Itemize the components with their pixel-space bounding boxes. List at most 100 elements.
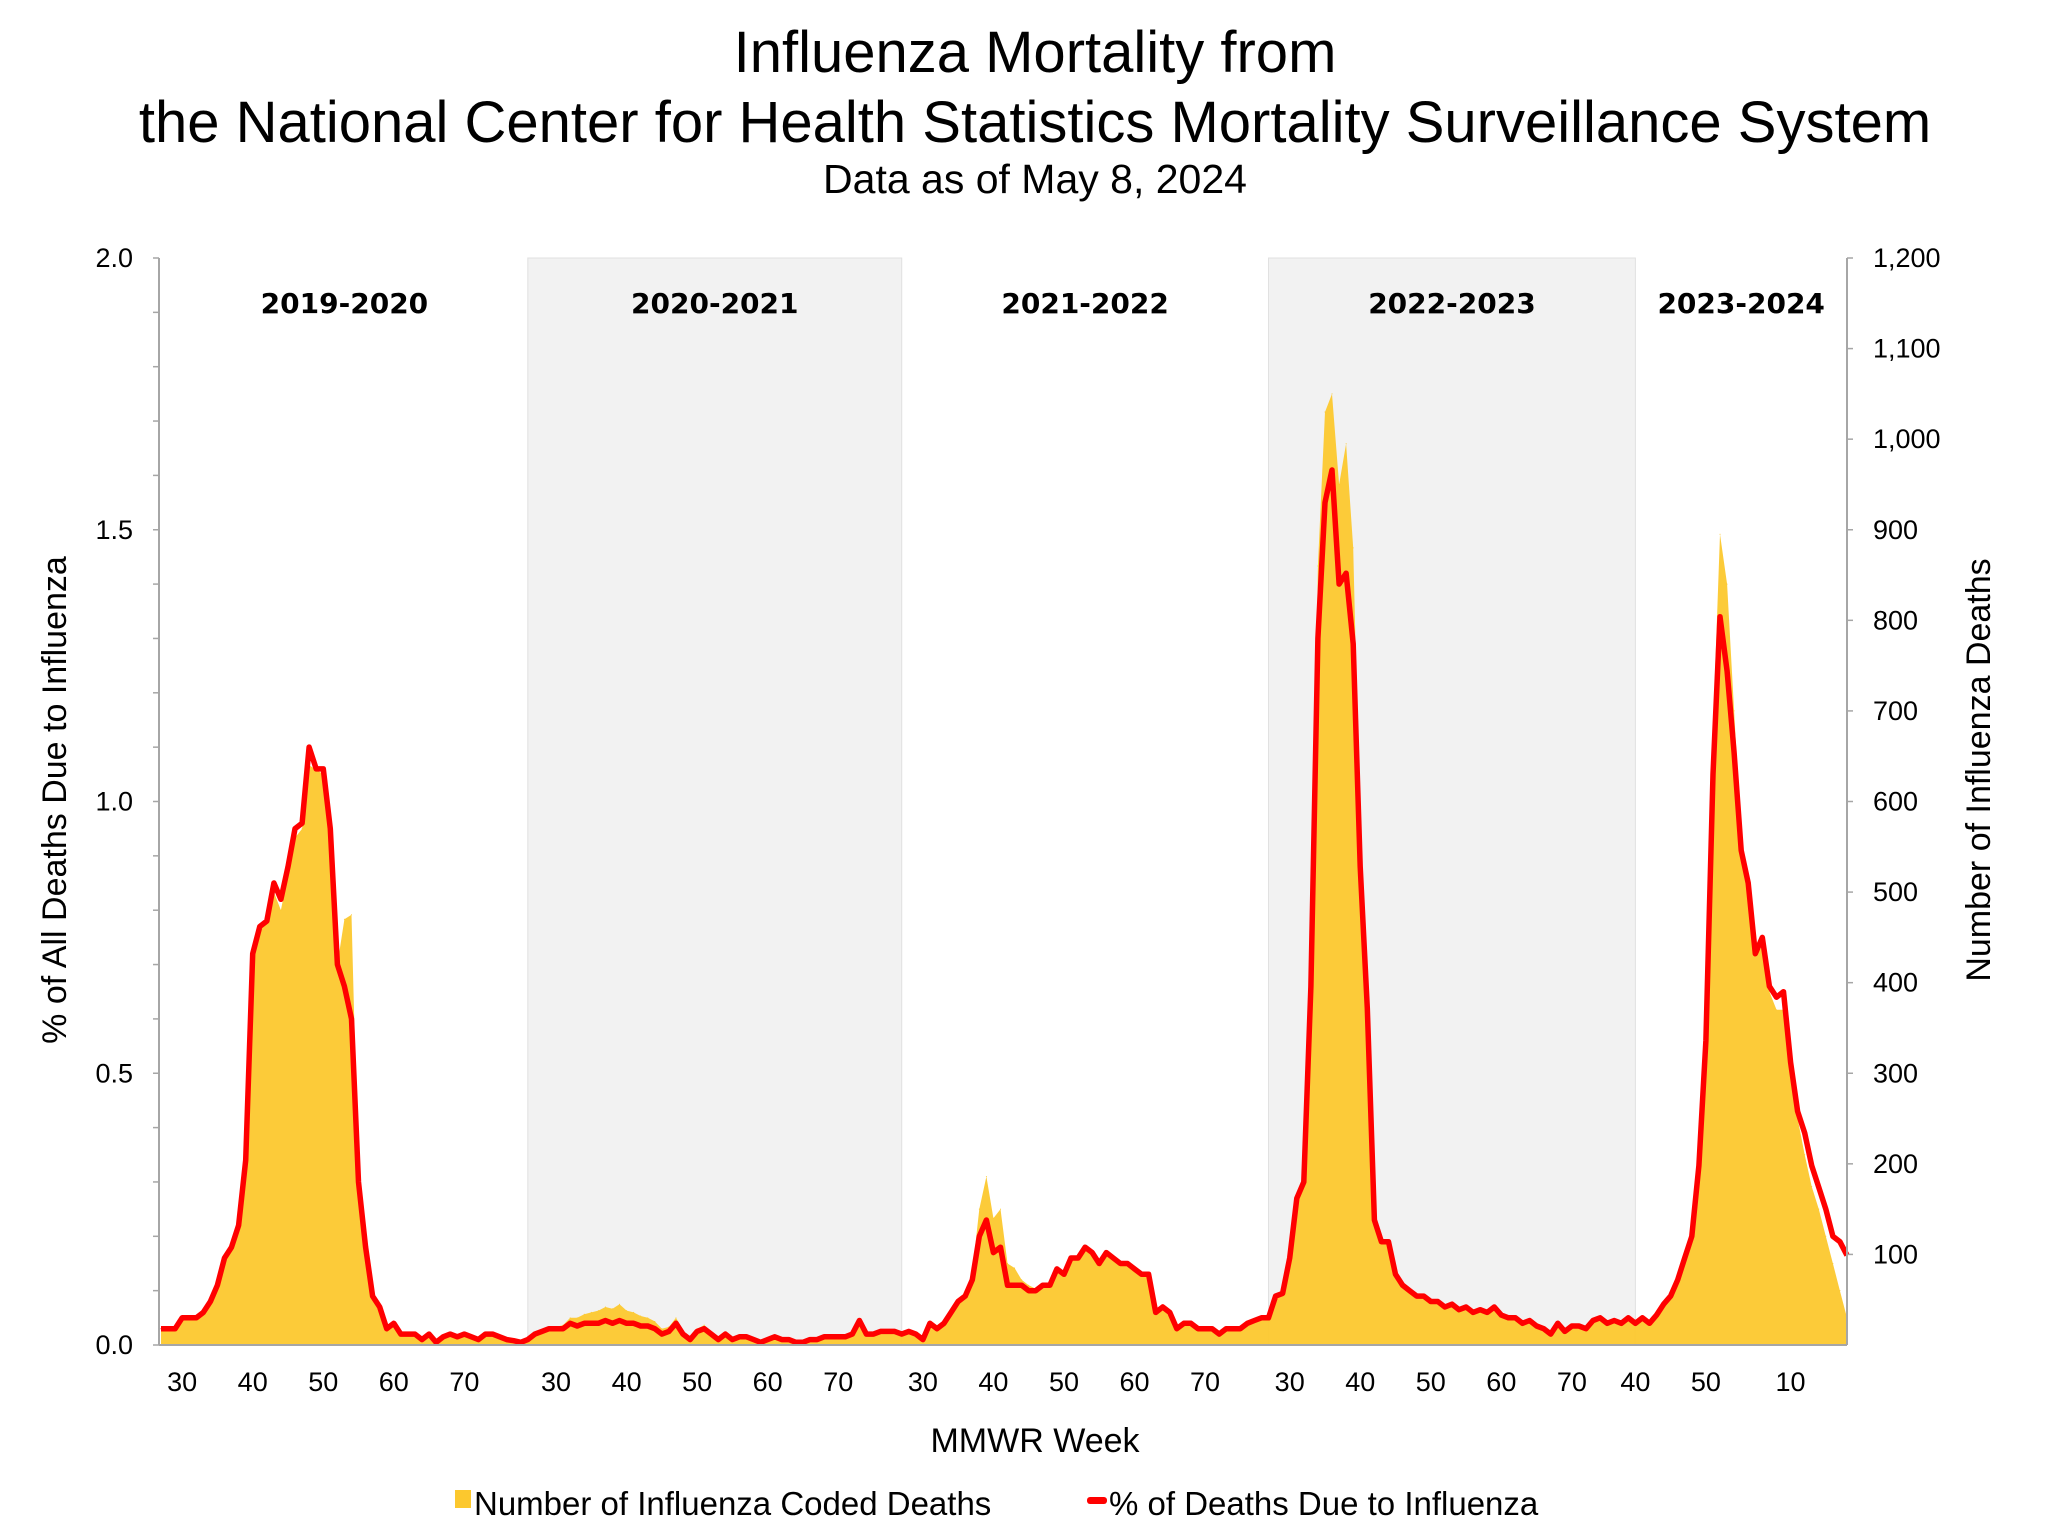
percent-point	[894, 1330, 896, 1332]
percent-point	[562, 1328, 564, 1330]
percent-point	[1564, 1330, 1566, 1332]
percent-point	[1317, 637, 1319, 639]
percent-point	[167, 1328, 169, 1330]
percent-point	[1056, 1268, 1058, 1270]
percent-point	[1028, 1290, 1030, 1292]
percent-point	[273, 882, 275, 884]
deaths-point	[640, 1315, 642, 1317]
percent-point	[774, 1336, 776, 1338]
x-tick-label: 50	[1049, 1367, 1079, 1397]
legend-percent-swatch	[1087, 1497, 1107, 1504]
right-tick-label: 100	[1873, 1239, 1918, 1269]
percent-point	[1091, 1252, 1093, 1254]
percent-point	[1126, 1262, 1128, 1264]
deaths-point	[1733, 710, 1735, 712]
percent-point	[597, 1322, 599, 1324]
percent-point	[407, 1333, 409, 1335]
percent-point	[964, 1295, 966, 1297]
season-label: 2020-2021	[631, 287, 798, 320]
deaths-point	[604, 1306, 606, 1308]
percent-point	[788, 1339, 790, 1341]
deaths-point	[597, 1310, 599, 1312]
percent-point	[1648, 1322, 1650, 1324]
percent-point	[485, 1333, 487, 1335]
percent-point	[767, 1339, 769, 1341]
percent-point	[668, 1330, 670, 1332]
left-y-axis-label: % of All Deaths Due to Influenza	[36, 556, 74, 1044]
percent-point	[604, 1320, 606, 1322]
percent-point	[400, 1333, 402, 1335]
percent-point	[223, 1257, 225, 1259]
percent-point	[499, 1336, 501, 1338]
percent-point	[534, 1333, 536, 1335]
percent-point	[541, 1330, 543, 1332]
x-tick-label: 50	[682, 1367, 712, 1397]
percent-point	[1430, 1301, 1432, 1303]
percent-point	[1063, 1273, 1065, 1275]
x-tick-label: 30	[167, 1367, 197, 1397]
percent-point	[1366, 1007, 1368, 1009]
percent-point	[1507, 1317, 1509, 1319]
percent-point	[1529, 1320, 1531, 1322]
season-shading	[527, 257, 1636, 1346]
deaths-point	[992, 1217, 994, 1219]
percent-point	[358, 1181, 360, 1183]
percent-point	[1387, 1241, 1389, 1243]
x-tick-label: 40	[1345, 1367, 1375, 1397]
percent-point	[802, 1341, 804, 1343]
percent-point	[887, 1330, 889, 1332]
percent-point	[992, 1252, 994, 1254]
percent-point	[527, 1339, 529, 1341]
percent-point	[1493, 1306, 1495, 1308]
percent-point	[1077, 1257, 1079, 1259]
percent-point	[1790, 1061, 1792, 1063]
percent-point	[1416, 1295, 1418, 1297]
percent-point	[760, 1341, 762, 1343]
percent-point	[506, 1339, 508, 1341]
percent-point	[372, 1295, 374, 1297]
percent-point	[1585, 1328, 1587, 1330]
deaths-point	[1331, 393, 1333, 395]
percent-point	[1021, 1284, 1023, 1286]
percent-point	[1359, 866, 1361, 868]
percent-point	[710, 1333, 712, 1335]
deaths-point	[1028, 1284, 1030, 1286]
x-tick-label: 30	[908, 1367, 938, 1397]
percent-point	[880, 1330, 882, 1332]
percent-point	[1740, 849, 1742, 851]
percent-point	[209, 1301, 211, 1303]
percent-point	[936, 1328, 938, 1330]
percent-point	[978, 1235, 980, 1237]
right-tick-label: 900	[1873, 515, 1918, 545]
percent-point	[470, 1336, 472, 1338]
percent-point	[795, 1341, 797, 1343]
right-tick-label: 600	[1873, 787, 1918, 817]
percent-point	[365, 1246, 367, 1248]
chart-title-line2: the National Center for Health Statistic…	[139, 90, 1931, 155]
percent-point	[456, 1336, 458, 1338]
percent-point	[675, 1322, 677, 1324]
deaths-point	[343, 918, 345, 920]
percent-point	[238, 1224, 240, 1226]
percent-point	[576, 1325, 578, 1327]
deaths-point	[1352, 547, 1354, 549]
x-tick-label: 50	[1691, 1367, 1721, 1397]
percent-point	[188, 1317, 190, 1319]
x-tick-label: 40	[978, 1367, 1008, 1397]
x-tick-label: 30	[541, 1367, 571, 1397]
percent-point	[1155, 1311, 1157, 1313]
percent-point	[315, 768, 317, 770]
percent-point	[661, 1333, 663, 1335]
percent-point	[421, 1339, 423, 1341]
percent-point	[1719, 616, 1721, 618]
percent-point	[1613, 1320, 1615, 1322]
x-tick-label: 60	[1486, 1367, 1516, 1397]
percent-point	[682, 1333, 684, 1335]
percent-point	[1007, 1284, 1009, 1286]
percent-point	[619, 1320, 621, 1322]
percent-point	[1402, 1284, 1404, 1286]
deaths-point	[1839, 1290, 1841, 1292]
percent-point	[1183, 1322, 1185, 1324]
percent-point	[1606, 1322, 1608, 1324]
